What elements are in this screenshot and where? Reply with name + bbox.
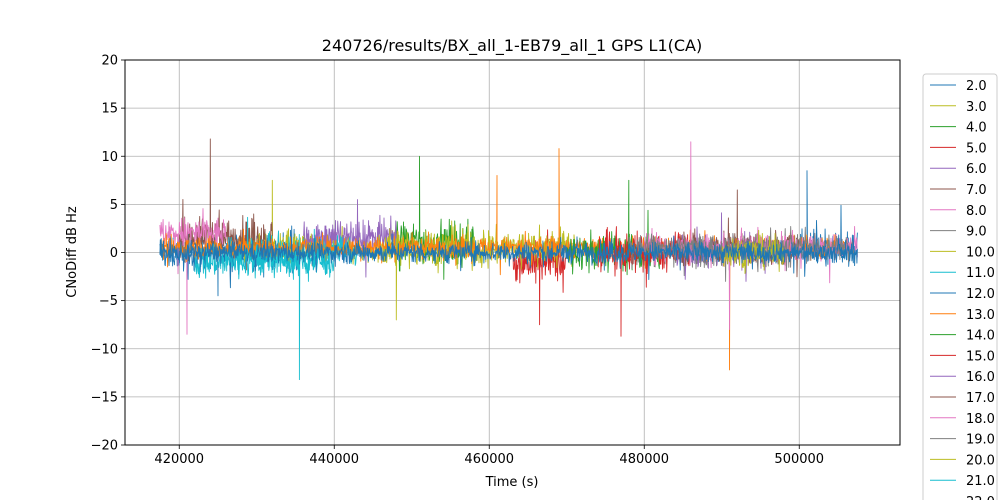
x-tick-label: 480000 (619, 452, 669, 467)
legend-label: 4.0 (966, 121, 987, 136)
legend-label: 5.0 (966, 141, 987, 156)
legend-label: 10.0 (966, 245, 995, 260)
y-tick-label: −10 (91, 342, 118, 357)
x-tick-label: 420000 (154, 452, 204, 467)
series-layer (159, 138, 858, 381)
legend-label: 19.0 (966, 433, 995, 448)
y-tick-label: −20 (91, 439, 118, 454)
legend-label: 22.0 (966, 495, 995, 500)
legend-label: 15.0 (966, 349, 995, 364)
y-tick-label: 0 (110, 246, 118, 261)
series-line-22-0 (159, 225, 858, 280)
legend-label: 7.0 (966, 183, 987, 198)
legend-label: 2.0 (966, 79, 987, 94)
series-line-17-0 (674, 189, 800, 278)
legend-label: 12.0 (966, 287, 995, 302)
y-axis-ticks: −20 −15 −10 −5 0 5 10 15 20 (91, 54, 125, 454)
legend-label: 11.0 (966, 266, 995, 281)
legend-label: 18.0 (966, 412, 995, 427)
legend-label: 14.0 (966, 329, 995, 344)
legend-label: 13.0 (966, 308, 995, 323)
legend: 2.0 3.0 4.0 5.0 6.0 7.0 8.0 9.0 10.0 11.0 12.0 13.0… (922, 73, 998, 500)
x-tick-label: 500000 (774, 452, 824, 467)
x-axis-label: Time (s) (485, 475, 539, 490)
legend-label: 6.0 (966, 162, 987, 177)
y-tick-label: −5 (99, 294, 118, 309)
legend-label: 8.0 (966, 204, 987, 219)
y-tick-label: 10 (101, 150, 118, 165)
legend-frame (922, 73, 998, 500)
y-axis-label: CNoDiff dB Hz (65, 206, 80, 298)
y-tick-label: 15 (101, 102, 118, 117)
legend-label: 20.0 (966, 453, 995, 468)
y-tick-label: 20 (101, 54, 118, 69)
x-tick-label: 460000 (464, 452, 514, 467)
legend-label: 21.0 (966, 474, 995, 489)
legend-label: 17.0 (966, 391, 995, 406)
legend-label: 3.0 (966, 100, 987, 115)
x-tick-label: 440000 (309, 452, 359, 467)
y-tick-label: −15 (91, 390, 118, 405)
legend-label: 16.0 (966, 370, 995, 385)
series-line-5-0 (512, 229, 568, 326)
chart-title: 240726/results/BX_all_1-EB79_all_1 GPS L… (322, 36, 702, 56)
series-line-8-0 (159, 208, 227, 335)
y-tick-label: 5 (110, 198, 118, 213)
legend-label: 9.0 (966, 225, 987, 240)
x-axis-ticks: 420000 440000 460000 480000 500000 (154, 445, 824, 467)
